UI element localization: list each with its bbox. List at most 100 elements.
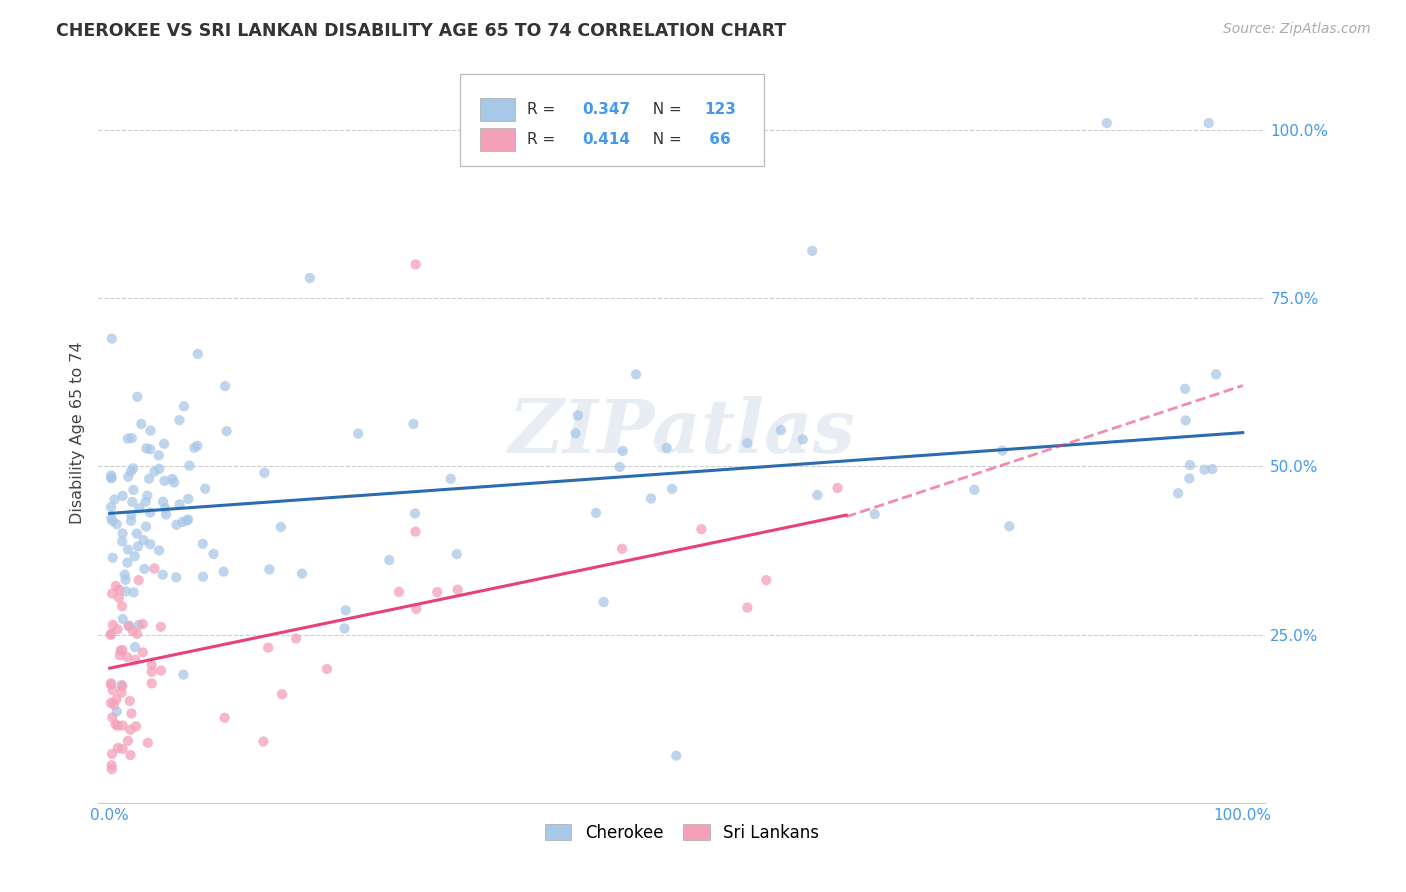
Point — [169, 413, 191, 427]
Point — [187, 347, 209, 361]
Point — [122, 483, 145, 497]
Point — [105, 517, 128, 532]
Point — [101, 586, 124, 600]
Point — [335, 603, 357, 617]
Point — [100, 627, 122, 641]
Point — [378, 553, 401, 567]
Point — [117, 734, 139, 748]
Point — [125, 526, 148, 541]
Point — [105, 692, 128, 706]
Point — [117, 556, 139, 570]
FancyBboxPatch shape — [479, 98, 515, 121]
Point — [127, 390, 149, 404]
Point — [291, 566, 314, 581]
Point — [153, 474, 176, 488]
Point — [863, 507, 886, 521]
Point — [111, 742, 134, 756]
Point — [141, 657, 163, 672]
Point — [1174, 413, 1197, 427]
Point — [755, 573, 778, 587]
Point — [105, 705, 128, 719]
Point — [155, 508, 177, 522]
Point — [183, 441, 205, 455]
Point — [141, 676, 163, 690]
Point — [612, 444, 634, 458]
Point — [128, 573, 150, 587]
Point — [661, 482, 683, 496]
Point — [110, 686, 132, 700]
Point — [121, 624, 143, 638]
Point — [111, 643, 134, 657]
Point — [404, 524, 426, 539]
Point — [148, 449, 170, 463]
Point — [316, 662, 339, 676]
Point — [991, 443, 1014, 458]
Point — [191, 569, 214, 583]
Text: CHEROKEE VS SRI LANKAN DISABILITY AGE 65 TO 74 CORRELATION CHART: CHEROKEE VS SRI LANKAN DISABILITY AGE 65… — [56, 22, 786, 40]
Point — [132, 645, 155, 659]
Point — [118, 694, 141, 708]
Point — [270, 520, 292, 534]
Point — [186, 439, 208, 453]
Point — [1178, 471, 1201, 485]
Point — [100, 758, 122, 772]
Point — [100, 628, 122, 642]
Point — [117, 432, 139, 446]
Point — [101, 332, 124, 346]
Point — [440, 472, 463, 486]
Point — [333, 622, 356, 636]
Point — [166, 517, 188, 532]
Point — [214, 711, 236, 725]
Point — [998, 519, 1021, 533]
Text: 0.414: 0.414 — [582, 132, 631, 147]
Point — [118, 619, 141, 633]
Point — [640, 491, 662, 506]
Point — [259, 562, 281, 576]
Point — [100, 511, 122, 525]
Point — [111, 526, 134, 541]
Point — [285, 632, 308, 646]
Point — [564, 426, 586, 441]
Point — [405, 602, 427, 616]
Point — [135, 519, 157, 533]
Point — [152, 567, 174, 582]
Point — [103, 492, 125, 507]
Text: R =: R = — [527, 132, 560, 147]
Point — [120, 514, 142, 528]
Point — [108, 582, 131, 597]
Point — [179, 458, 201, 473]
Point — [136, 489, 159, 503]
Point — [124, 549, 146, 564]
Point — [100, 471, 122, 485]
Point — [404, 507, 426, 521]
Point — [117, 542, 139, 557]
Point — [143, 561, 166, 575]
Legend: Cherokee, Sri Lankans: Cherokee, Sri Lankans — [536, 815, 828, 850]
Point — [124, 653, 146, 667]
Point — [165, 570, 187, 584]
Point — [1201, 462, 1223, 476]
Point — [405, 257, 427, 271]
Point — [114, 573, 136, 587]
Point — [107, 623, 129, 637]
Point — [120, 706, 142, 721]
Point — [769, 423, 792, 437]
Point — [115, 584, 138, 599]
Point — [101, 683, 124, 698]
Point — [128, 501, 150, 516]
Point — [104, 579, 127, 593]
Point — [792, 433, 814, 447]
Point — [177, 512, 200, 526]
Point — [172, 515, 194, 529]
Point — [110, 678, 132, 692]
Point — [214, 379, 236, 393]
Point — [125, 719, 148, 733]
Point — [101, 618, 124, 632]
Point — [388, 584, 411, 599]
Point — [609, 460, 631, 475]
Point — [120, 464, 142, 478]
Point — [567, 409, 589, 423]
Point — [122, 585, 145, 599]
Point — [135, 495, 157, 509]
Point — [202, 547, 225, 561]
